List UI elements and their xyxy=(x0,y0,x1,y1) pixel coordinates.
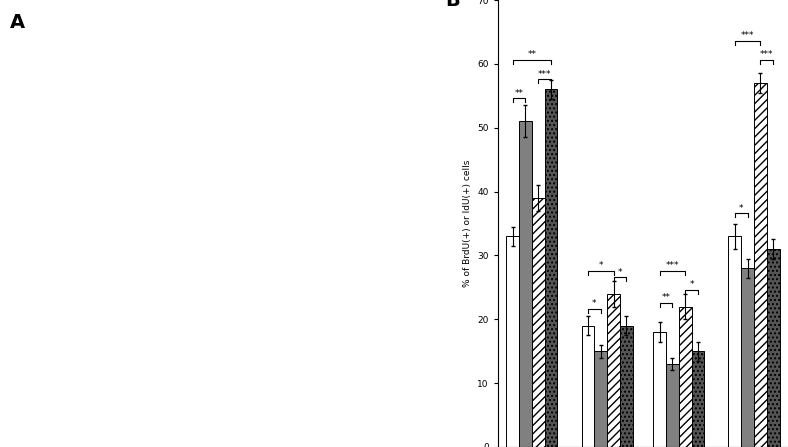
Bar xyxy=(545,89,557,447)
Bar xyxy=(692,351,704,447)
Text: A: A xyxy=(9,13,24,33)
Text: ***: *** xyxy=(666,261,679,270)
Bar xyxy=(506,236,519,447)
Bar xyxy=(742,268,754,447)
Text: *: * xyxy=(739,204,744,213)
Text: *: * xyxy=(592,299,597,308)
Text: **: ** xyxy=(527,51,537,59)
Bar xyxy=(754,83,767,447)
Text: *: * xyxy=(618,267,623,277)
Bar xyxy=(728,236,742,447)
Text: *: * xyxy=(690,280,693,289)
Bar xyxy=(594,351,608,447)
Text: *: * xyxy=(599,261,603,270)
Text: ***: *** xyxy=(538,70,552,79)
Text: **: ** xyxy=(515,89,523,98)
Bar xyxy=(678,307,692,447)
Bar xyxy=(608,294,620,447)
Text: B: B xyxy=(446,0,460,10)
Bar xyxy=(620,326,633,447)
Bar xyxy=(519,121,532,447)
Bar xyxy=(666,364,678,447)
Bar xyxy=(653,332,666,447)
Bar xyxy=(767,249,779,447)
Bar xyxy=(532,198,545,447)
Text: **: ** xyxy=(661,293,671,302)
Text: ***: *** xyxy=(741,31,754,40)
Bar xyxy=(582,326,594,447)
Text: ***: *** xyxy=(760,51,774,59)
Y-axis label: % of BrdU(+) or IdU(+) cells: % of BrdU(+) or IdU(+) cells xyxy=(463,160,472,287)
